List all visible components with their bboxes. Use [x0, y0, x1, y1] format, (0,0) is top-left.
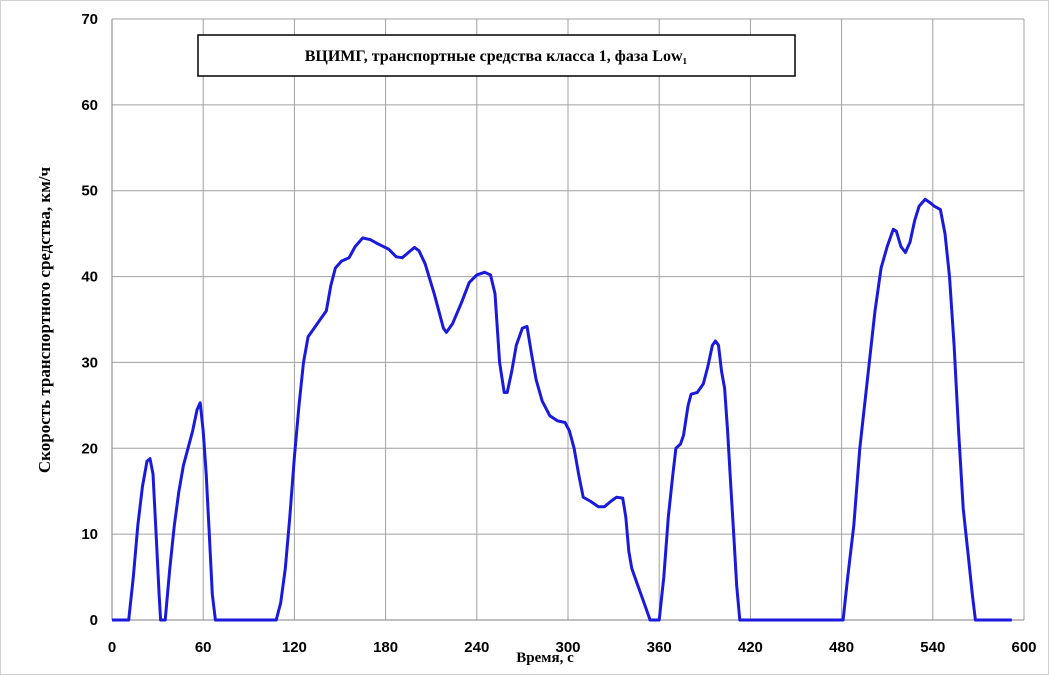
x-tick-label: 300	[555, 639, 580, 656]
x-tick-label: 420	[738, 639, 763, 656]
y-tick-label: 50	[81, 183, 98, 200]
x-tick-label: 540	[920, 639, 945, 656]
y-axis-label: Скорость транспортного средства, км/ч	[35, 166, 54, 473]
title-box	[197, 34, 796, 77]
y-tick-label: 10	[81, 526, 98, 543]
x-tick-label: 60	[195, 639, 212, 656]
x-tick-label: 240	[464, 639, 489, 656]
chart-title: ВЦИМГ, транспортные средства класса 1, ф…	[305, 48, 688, 65]
y-tick-label: 0	[90, 612, 98, 629]
x-tick-label: 360	[647, 639, 672, 656]
y-tick-label: 40	[81, 269, 98, 286]
y-tick-label: 70	[81, 11, 98, 28]
x-tick-label: 0	[108, 639, 116, 656]
x-tick-label: 480	[829, 639, 854, 656]
speed-line	[112, 197, 1012, 622]
y-tick-label: 20	[81, 440, 98, 457]
x-tick-label: 180	[373, 639, 398, 656]
x-tick-label: 600	[1011, 639, 1036, 656]
x-axis-label: Время, с	[516, 650, 574, 666]
y-tick-label: 60	[81, 97, 98, 114]
x-tick-label: 120	[282, 639, 307, 656]
y-tick-label: 30	[81, 354, 98, 371]
